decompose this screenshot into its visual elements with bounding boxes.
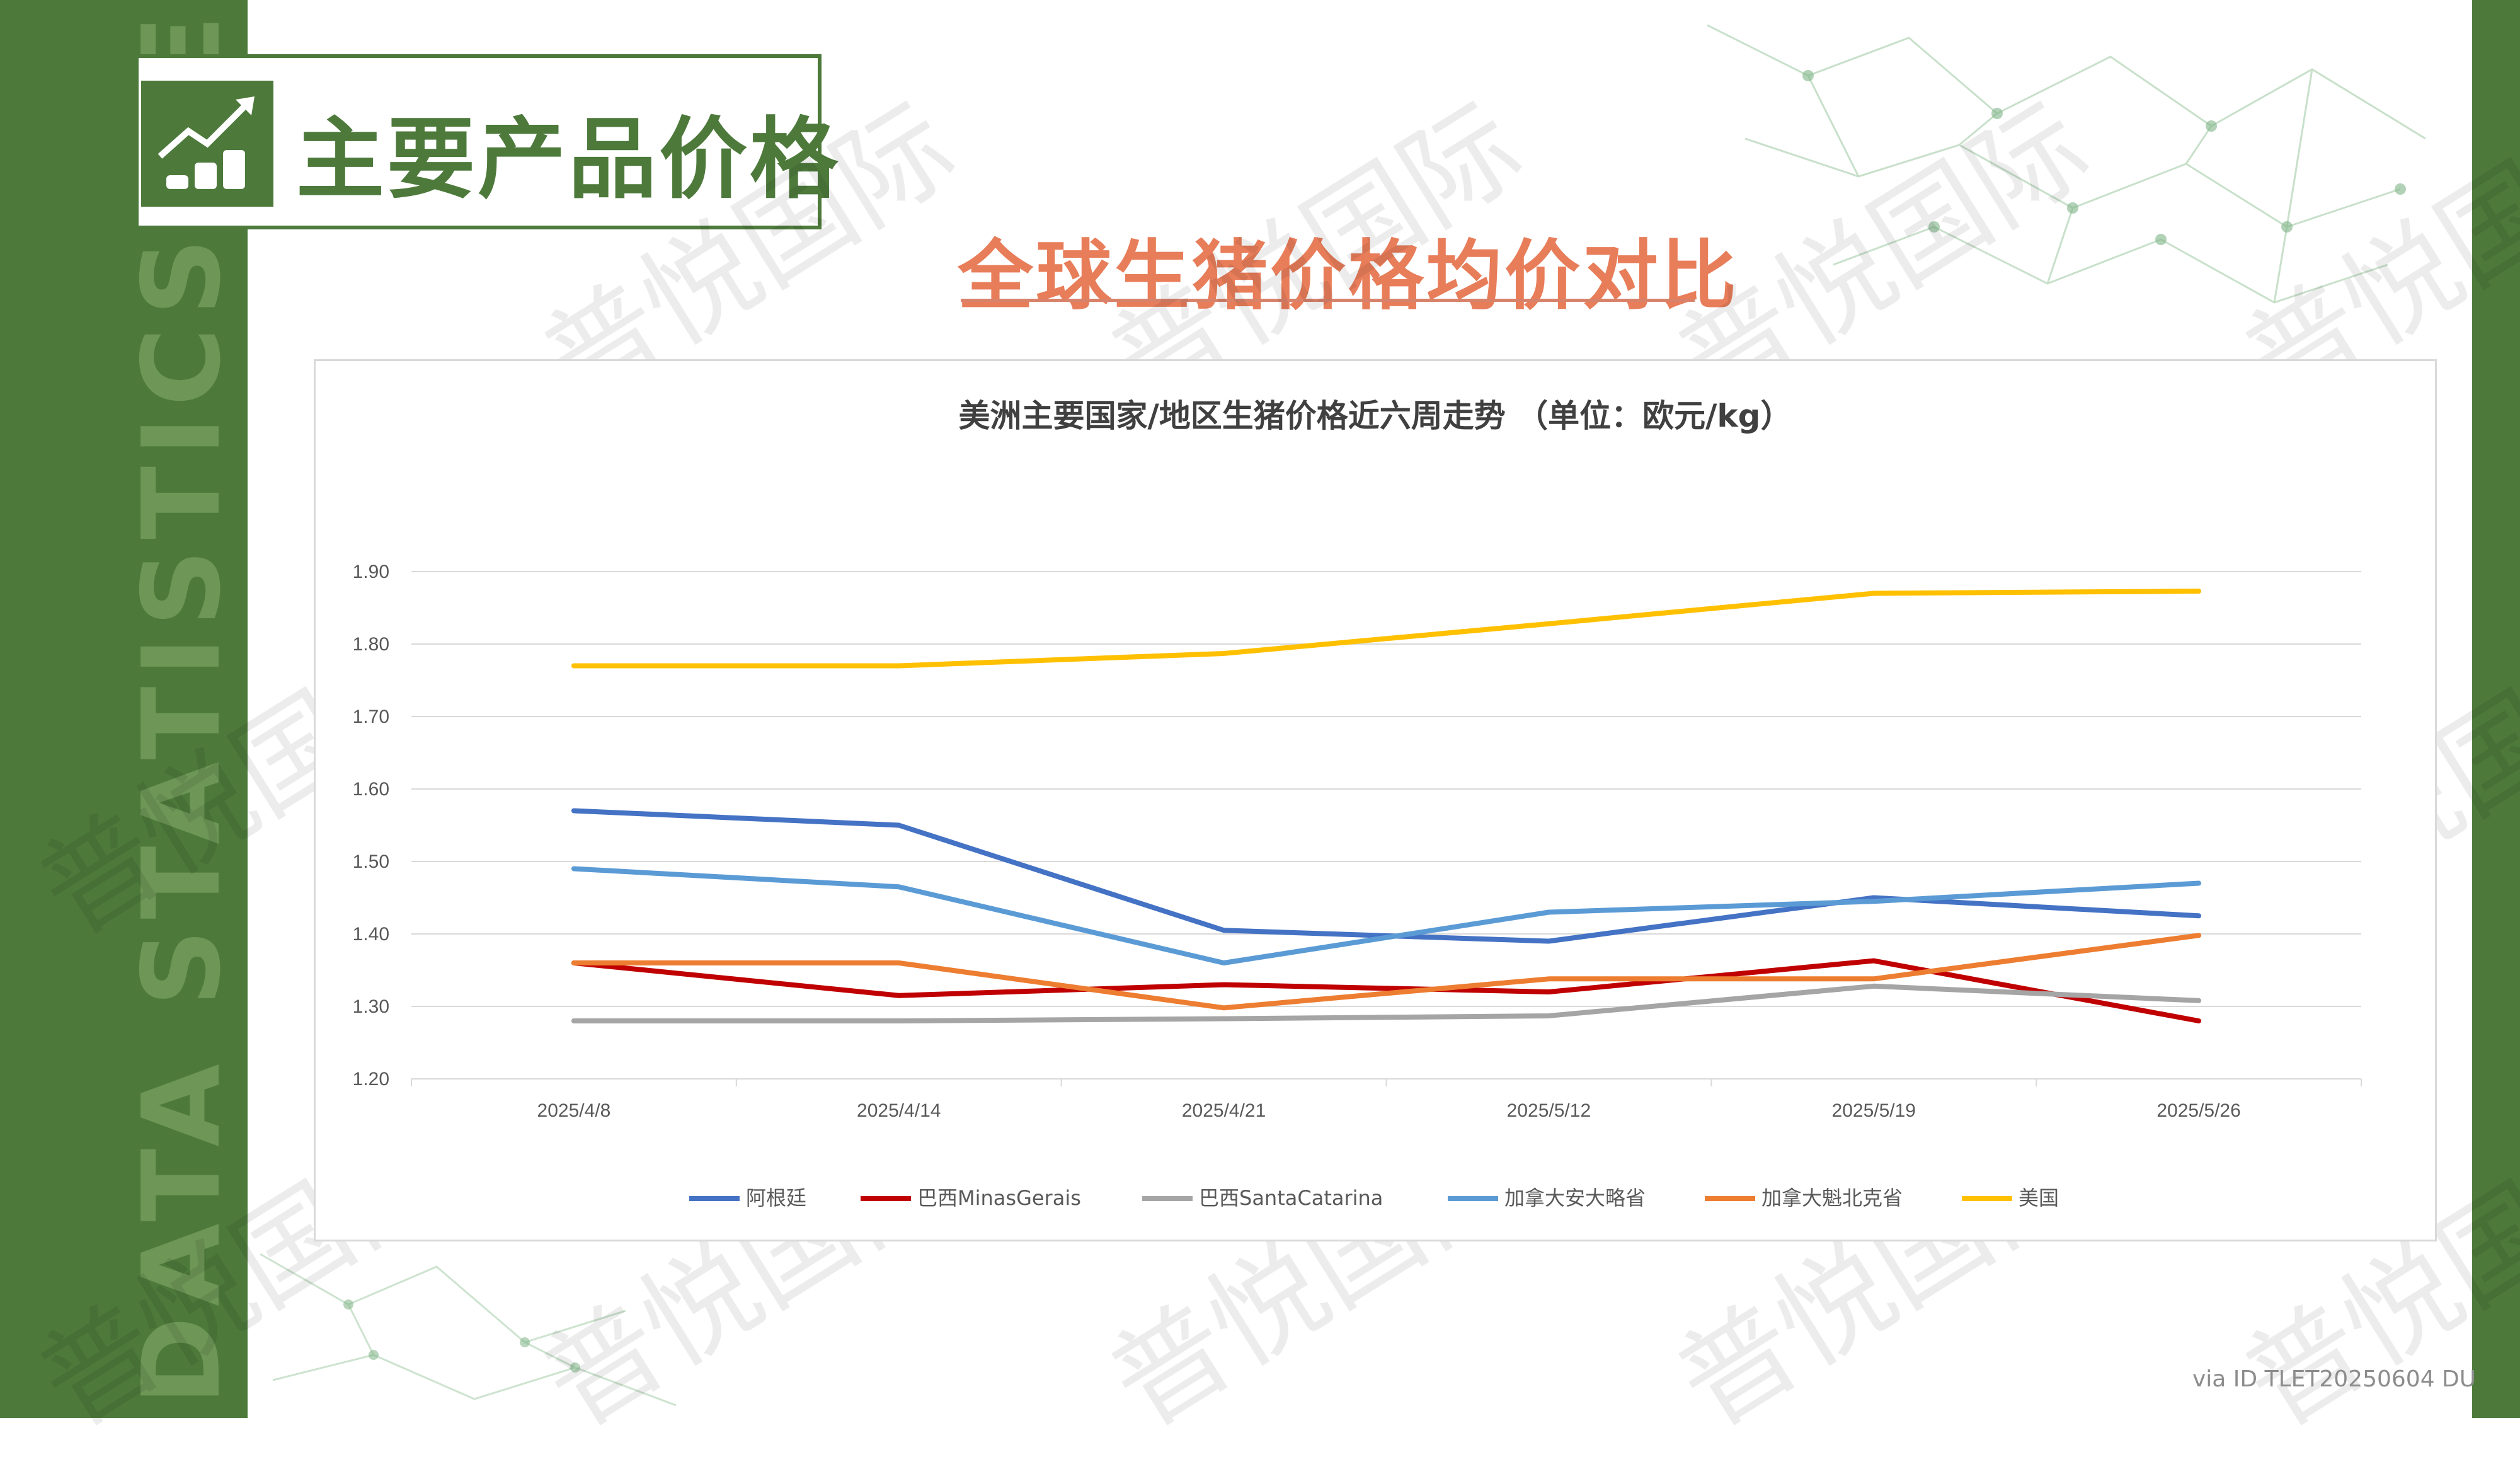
y-tick-label: 1.60 (353, 779, 389, 800)
growth-chart-coins-icon (141, 81, 273, 207)
network-decoration-bottom-left (260, 1253, 677, 1407)
x-tick-label: 2025/4/14 (857, 1100, 941, 1121)
series-line (571, 589, 2202, 669)
series-line (571, 866, 2202, 965)
series-line (571, 933, 2202, 1011)
series-line (571, 808, 2202, 944)
x-tick-label: 2025/5/26 (2156, 1100, 2240, 1121)
right-edge-band (2472, 0, 2520, 1418)
legend-label: 加拿大安大略省 (1504, 1186, 1646, 1210)
legend-label: 巴西MinasGerais (917, 1186, 1081, 1210)
legend-label: 加拿大魁北克省 (1761, 1186, 1903, 1210)
page-title: 主要产品价格 (296, 108, 841, 211)
chart-frame (314, 359, 2437, 1241)
x-tick-label: 2025/4/21 (1182, 1100, 1266, 1121)
series-line (571, 983, 2202, 1023)
network-decoration-top-right (1707, 24, 2426, 304)
chart-title: 美洲主要国家/地区生猪价格近六周走势 （单位：欧元/kg） (958, 398, 1792, 434)
y-tick-label: 1.40 (353, 924, 389, 945)
y-tick-label: 1.90 (353, 561, 389, 582)
legend-label: 巴西SantaCatarina (1199, 1186, 1383, 1210)
y-tick-label: 1.50 (353, 851, 389, 872)
legend-label: 美国 (2019, 1186, 2059, 1210)
x-tick-label: 2025/5/19 (1832, 1100, 1916, 1121)
subtitle-underline (961, 299, 1695, 302)
legend-label: 阿根廷 (746, 1186, 806, 1210)
y-tick-label: 1.30 (353, 996, 389, 1017)
section-subtitle: 全球生猪价格均价对比 (958, 233, 1739, 320)
x-tick-label: 2025/5/12 (1507, 1100, 1591, 1121)
line-chart: 1.20 1.30 1.40 1.50 1.60 1.70 1.80 1.90 2025/4/8… (353, 561, 2362, 1210)
y-tick-label: 1.70 (353, 706, 389, 727)
x-tick-label: 2025/4/8 (537, 1100, 611, 1121)
side-banner: DATA STATISTICS REPORT (0, 0, 248, 1418)
y-tick-label: 1.20 (353, 1069, 389, 1090)
y-tick-label: 1.80 (353, 634, 389, 655)
source-note: via ID TLET20250604 DU (2192, 1366, 2477, 1392)
